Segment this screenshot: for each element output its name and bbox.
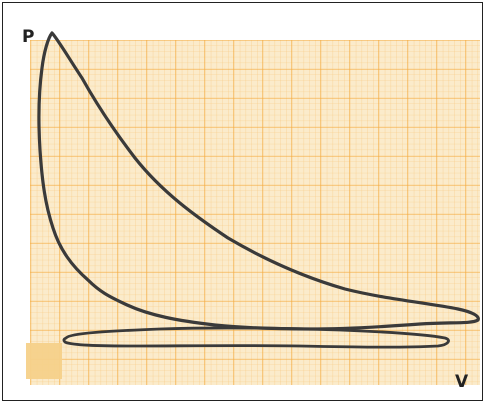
x-axis-label: V [455,372,469,392]
y-axis-label: P [22,27,34,47]
corner-patch [26,343,62,379]
exhaust-intake-loop-curve [62,326,450,349]
indicator-loop-curve [37,31,480,331]
